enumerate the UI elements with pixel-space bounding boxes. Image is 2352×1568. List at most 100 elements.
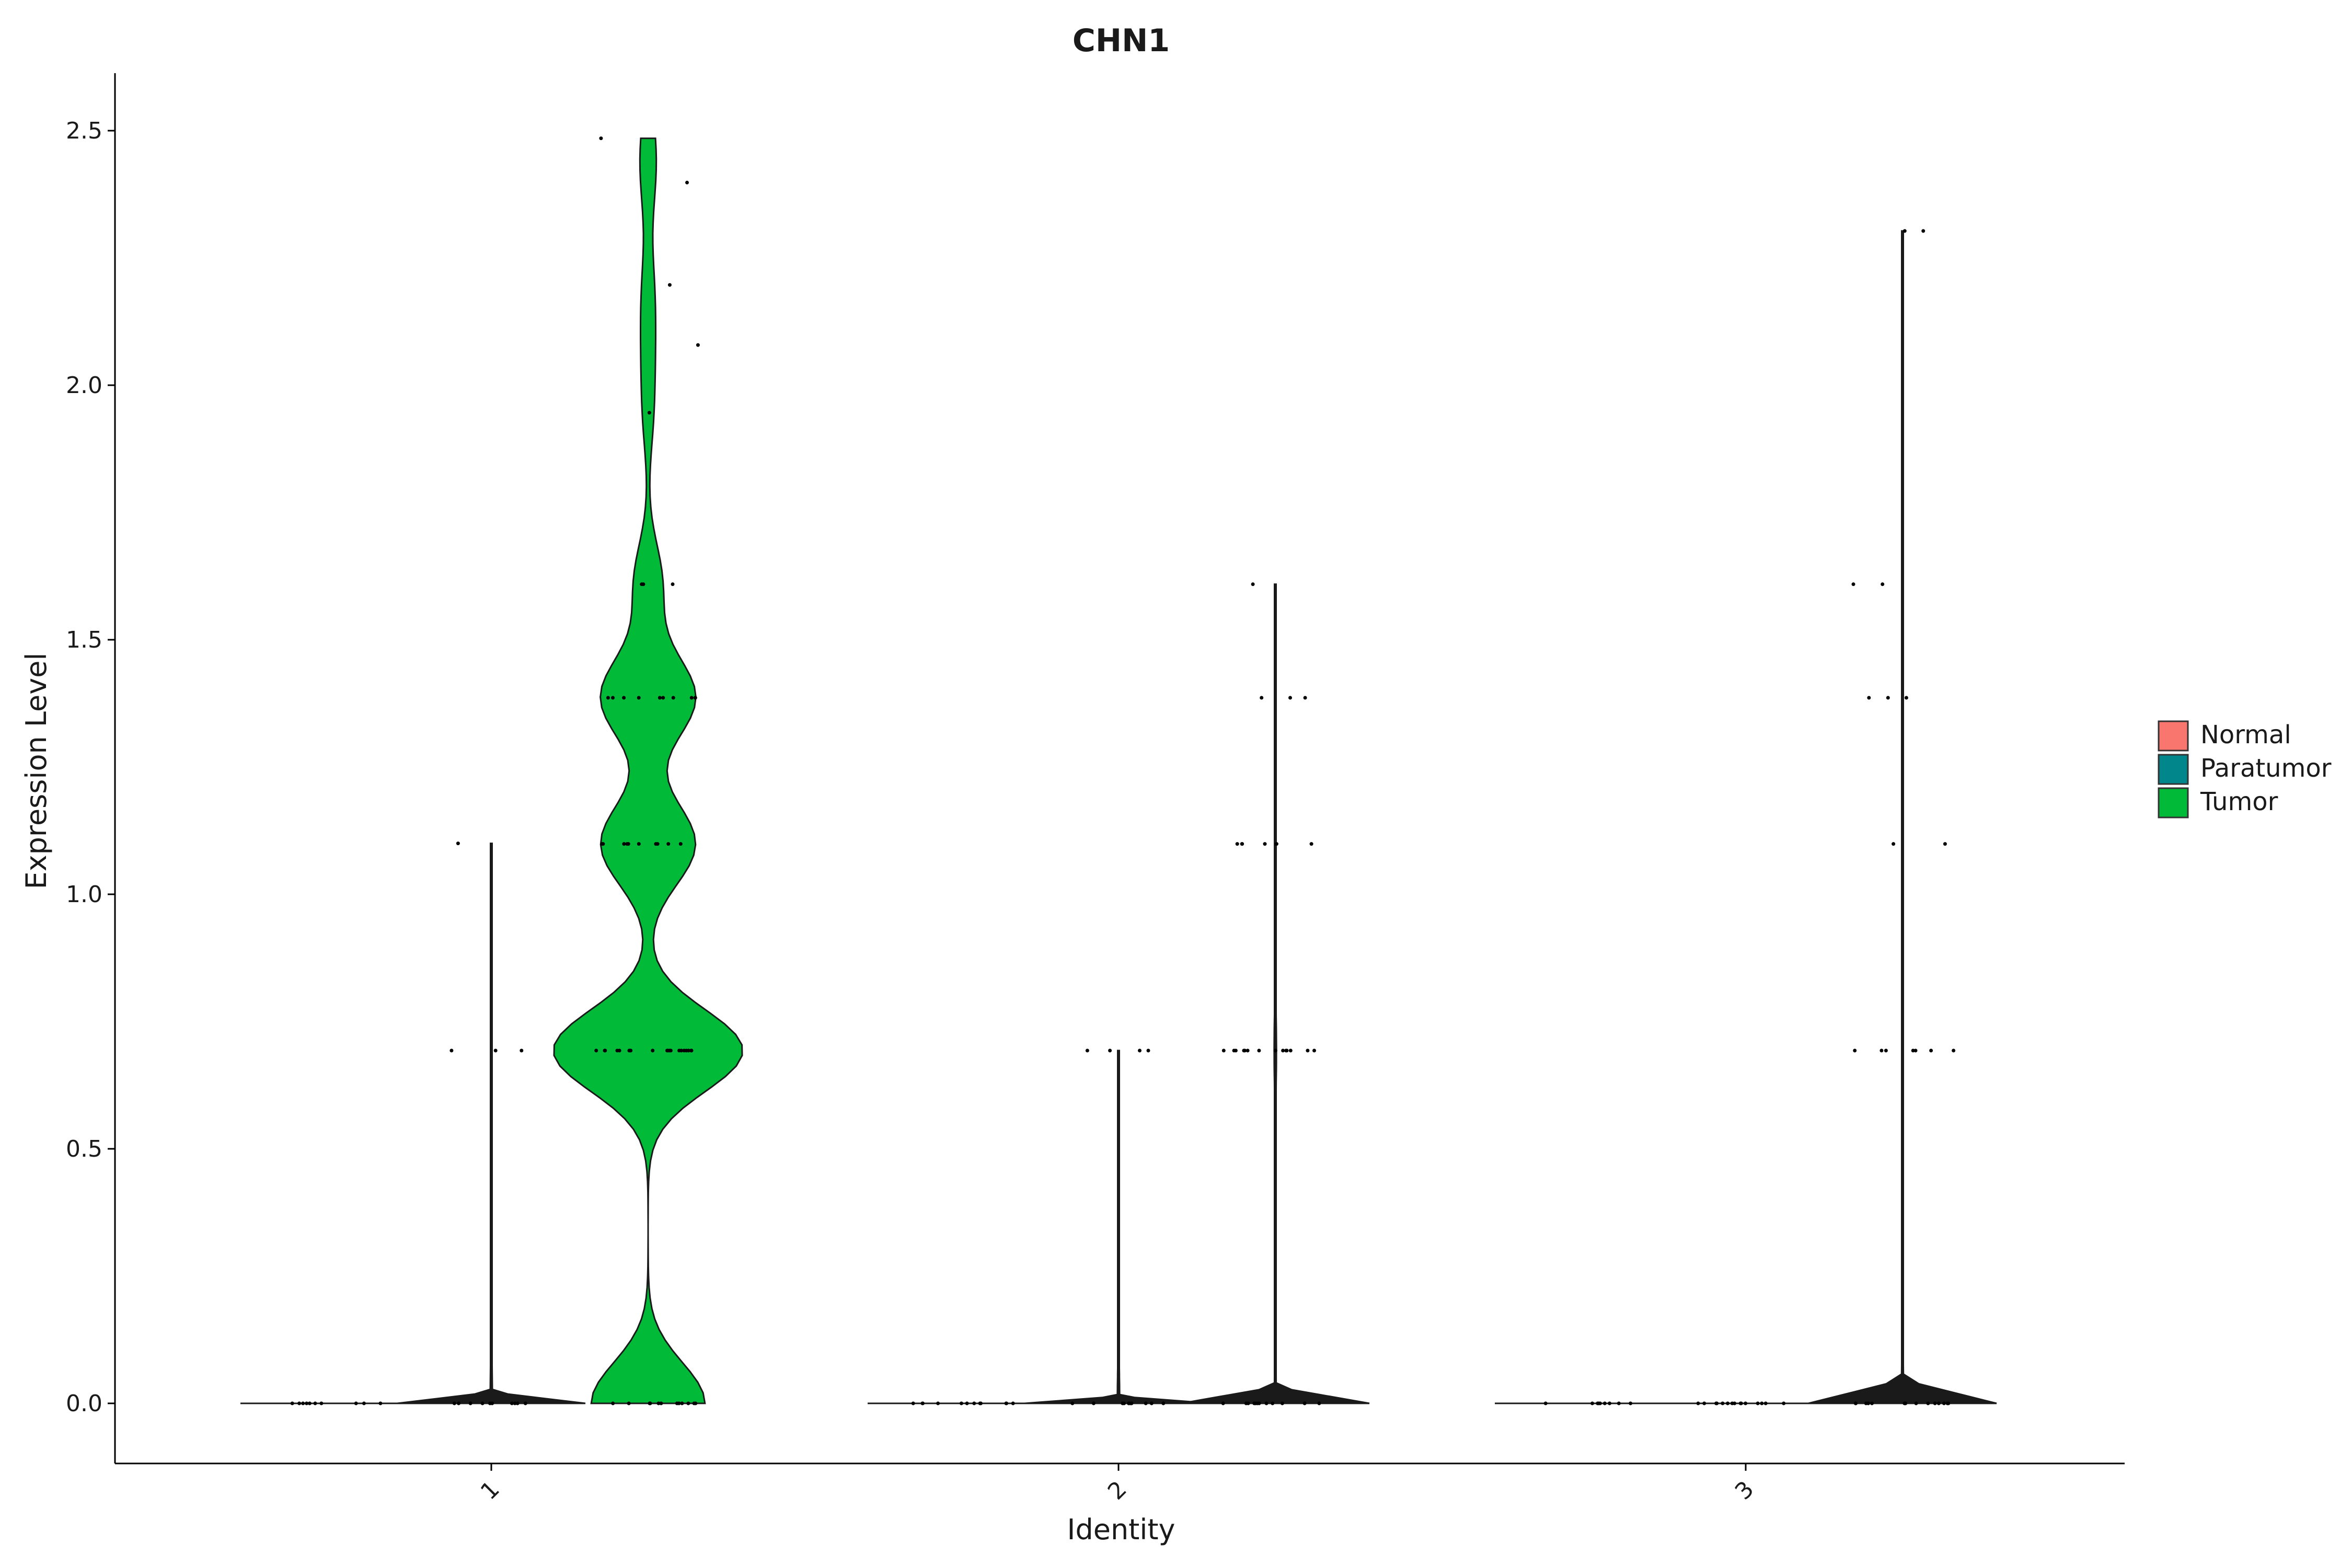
jitter-point [1271, 1401, 1275, 1405]
jitter-point [689, 696, 694, 700]
jitter-point [603, 1048, 607, 1053]
jitter-point [1760, 1401, 1764, 1405]
jitter-point [319, 1401, 324, 1405]
jitter-point [1730, 1401, 1734, 1405]
axes-layer: 0.0 0.5 1.0 1.5 2.0 2.5 1 2 3 [66, 73, 2125, 1505]
violin-tumor-2 [1181, 583, 1370, 1404]
jitter-point [1756, 1401, 1760, 1405]
jitter-point [1921, 229, 1926, 233]
jitter-point [1943, 842, 1947, 846]
jitter-point [682, 1048, 686, 1053]
jitter-point [1144, 1401, 1148, 1405]
jitter-point [456, 841, 460, 846]
jitter-point [490, 1401, 494, 1405]
jitter-point [1914, 1401, 1918, 1405]
jitter-point [675, 1401, 679, 1405]
jitter-point [1926, 1401, 1930, 1405]
jitter-point [637, 842, 641, 846]
jitter-point [513, 1401, 517, 1405]
jitter-point [1128, 1401, 1133, 1405]
jitter-point [1936, 1401, 1941, 1405]
violin-layer [240, 137, 1997, 1404]
jitter-point [1867, 696, 1871, 700]
jitter-point [378, 1401, 383, 1405]
jitter-point [666, 842, 671, 846]
y-tick-label: 0.5 [66, 1136, 102, 1162]
jitter-point [1306, 1048, 1310, 1053]
jitter-point [305, 1401, 309, 1405]
jitter-point [626, 842, 630, 846]
jitter-point [601, 842, 605, 846]
jitter-point [1288, 1048, 1293, 1053]
jitter-point [594, 1048, 598, 1053]
jitter-point [599, 136, 603, 141]
jitter-point [1221, 1401, 1225, 1405]
jitter-point [1903, 229, 1907, 233]
jitter-point [1011, 1401, 1015, 1405]
jitter-point [362, 1401, 366, 1405]
x-axis-title: Identity [1067, 1513, 1175, 1546]
jitter-point [671, 582, 675, 586]
jitter-point [1108, 1048, 1112, 1053]
jitter-point [1288, 696, 1292, 700]
jitter-point [978, 1401, 982, 1405]
jitter-point [1744, 1401, 1748, 1405]
jitter-point [959, 1401, 963, 1405]
jitter-point [1945, 1401, 1950, 1405]
jitter-point [1608, 1401, 1611, 1405]
jitter-point [1274, 842, 1278, 846]
jitter-point [651, 1048, 655, 1053]
legend-label-tumor: Tumor [2200, 787, 2278, 816]
jitter-point [1884, 1048, 1888, 1053]
y-tick-label: 1.0 [66, 881, 102, 908]
jitter-point [911, 1401, 915, 1405]
jitter-point [1317, 1401, 1321, 1405]
jitter-point [667, 283, 672, 287]
jitter-point [1886, 696, 1890, 700]
jitter-point [1911, 1048, 1915, 1053]
legend-swatch-normal [2158, 720, 2189, 752]
jitter-point [686, 1401, 690, 1405]
jitter-point [972, 1401, 976, 1405]
jitter-point [686, 1048, 690, 1053]
jitter-point [689, 1048, 694, 1053]
jitter-point [1004, 1401, 1008, 1405]
legend-label-normal: Normal [2200, 720, 2291, 750]
jitter-point [1696, 1401, 1700, 1405]
legend-swatch-paratumor [2158, 754, 2189, 785]
jitter-point [622, 842, 626, 846]
jitter-point [680, 1401, 684, 1405]
jitter-point [1232, 1048, 1236, 1053]
jitter-point [1880, 1048, 1884, 1053]
jitter-point [523, 1401, 527, 1405]
jitter-point [641, 582, 645, 586]
jitter-point [1146, 1048, 1150, 1053]
jitter-point [1942, 1401, 1946, 1405]
jitter-point [449, 1048, 454, 1053]
jitter-point [617, 1048, 621, 1053]
jitter-point [1851, 582, 1855, 586]
jitter-point [1892, 842, 1896, 846]
jitter-point [678, 842, 683, 846]
jitter-point [1264, 1401, 1269, 1405]
jitter-point [1138, 1048, 1142, 1053]
jitter-point [665, 1048, 669, 1053]
jitter-point [611, 696, 615, 700]
jitter-point [1739, 1401, 1743, 1405]
jitter-point [1714, 1401, 1718, 1405]
jitter-point [647, 411, 651, 415]
legend-swatch-tumor [2158, 787, 2189, 818]
jitter-point [1246, 1401, 1250, 1405]
jitter-point [611, 1401, 615, 1405]
jitter-point [510, 1401, 514, 1405]
jitter-point [921, 1401, 925, 1405]
jitter-point [1085, 1048, 1089, 1053]
jitter-point [1543, 1401, 1548, 1405]
jitter-point [452, 1401, 456, 1405]
y-tick-label: 2.0 [66, 372, 102, 399]
chart-title: CHN1 [1073, 22, 1170, 59]
jitter-point [1629, 1401, 1633, 1405]
jitter-point [1602, 1401, 1607, 1405]
jitter-point [1617, 1401, 1621, 1405]
jitter-point [1782, 1401, 1786, 1405]
